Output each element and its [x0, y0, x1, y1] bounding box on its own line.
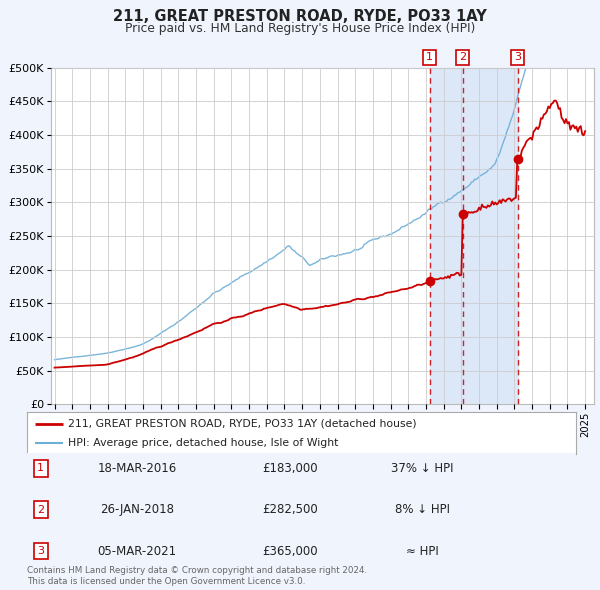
Text: Price paid vs. HM Land Registry's House Price Index (HPI): Price paid vs. HM Land Registry's House …	[125, 22, 475, 35]
Text: 1: 1	[426, 53, 433, 63]
Text: 211, GREAT PRESTON ROAD, RYDE, PO33 1AY (detached house): 211, GREAT PRESTON ROAD, RYDE, PO33 1AY …	[68, 419, 417, 429]
Text: 211, GREAT PRESTON ROAD, RYDE, PO33 1AY: 211, GREAT PRESTON ROAD, RYDE, PO33 1AY	[113, 9, 487, 24]
Text: £183,000: £183,000	[263, 462, 319, 475]
Text: 3: 3	[514, 53, 521, 63]
Text: 26-JAN-2018: 26-JAN-2018	[100, 503, 174, 516]
Text: 2: 2	[459, 53, 466, 63]
Text: 05-MAR-2021: 05-MAR-2021	[97, 545, 176, 558]
Text: 37% ↓ HPI: 37% ↓ HPI	[391, 462, 454, 475]
Text: 18-MAR-2016: 18-MAR-2016	[97, 462, 176, 475]
Text: 8% ↓ HPI: 8% ↓ HPI	[395, 503, 450, 516]
Text: £365,000: £365,000	[263, 545, 319, 558]
Text: Contains HM Land Registry data © Crown copyright and database right 2024.: Contains HM Land Registry data © Crown c…	[27, 566, 367, 575]
Text: 1: 1	[37, 464, 44, 473]
Text: ≈ HPI: ≈ HPI	[406, 545, 439, 558]
Text: 3: 3	[37, 546, 44, 556]
Text: This data is licensed under the Open Government Licence v3.0.: This data is licensed under the Open Gov…	[27, 577, 305, 586]
Text: 2: 2	[37, 505, 44, 514]
Bar	[430, 68, 518, 404]
Text: HPI: Average price, detached house, Isle of Wight: HPI: Average price, detached house, Isle…	[68, 438, 338, 448]
Text: £282,500: £282,500	[263, 503, 319, 516]
